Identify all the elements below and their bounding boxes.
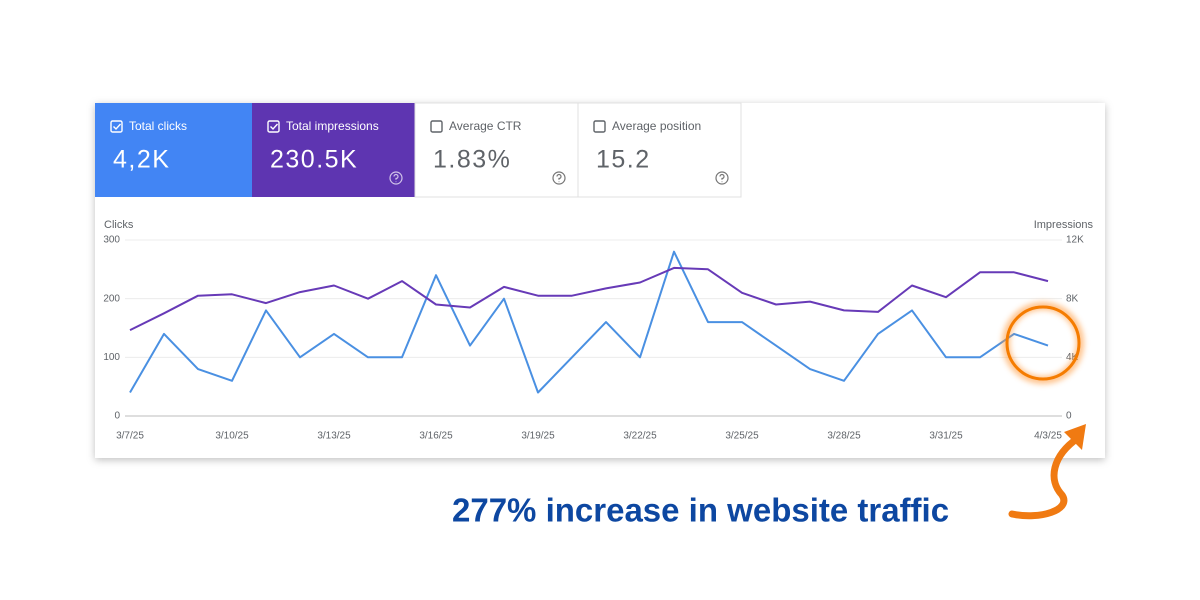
x-tick-label: 3/25/25 [725,431,759,442]
help-icon-mark [719,173,725,183]
y-tick-label: 0 [114,411,120,422]
metric-cards: Total clicks 4,2K Total impressions 230.5K A… [95,102,742,198]
metric-card: Average CTR 1.83% [414,102,579,198]
card-background [577,102,742,198]
metric-label: Total clicks [129,119,187,133]
y2-axis-label: Impressions [1034,219,1094,231]
y2-tick-label: 8K [1066,293,1079,304]
y-tick-label: 200 [103,293,120,304]
x-tick-label: 3/22/25 [623,431,657,442]
card-background [95,103,252,197]
metric-card: Total clicks 4,2K [95,103,252,197]
y-tick-label: 300 [103,235,120,246]
help-icon [715,171,729,185]
x-tick-label: 4/3/25 [1034,431,1062,442]
arrow [1008,424,1086,520]
annotation: 277% increase in website traffic [452,492,949,529]
highlight-circle [1002,302,1084,384]
metric-value: 1.83% [433,146,511,174]
help-icon [389,171,403,185]
metric-card: Total impressions 230.5K [252,103,415,197]
checkbox [430,120,443,133]
metric-label: Average CTR [449,119,522,133]
checkbox [110,120,123,133]
checkmark [270,123,279,131]
checkbox [593,120,606,133]
card-background [414,102,579,198]
help-icon-mark [556,173,562,183]
metric-label: Total impressions [286,119,379,133]
y2-tick-label: 12K [1066,235,1084,246]
checkmark [113,123,122,131]
x-tick-label: 3/19/25 [521,431,555,442]
x-tick-label: 3/28/25 [827,431,861,442]
y2-tick-label: 0 [1066,411,1072,422]
x-tick-label: 3/7/25 [116,431,144,442]
metric-value: 15.2 [596,146,651,174]
checkbox [267,120,280,133]
x-tick-label: 3/10/25 [215,431,249,442]
x-tick-label: 3/13/25 [317,431,351,442]
help-icon-mark [393,173,399,183]
metric-label: Average position [612,119,701,133]
help-icon [552,171,566,185]
metric-value: 4,2K [113,146,170,174]
metric-card: Average position 15.2 [577,102,742,198]
series-line [129,250,1049,394]
card-background [252,103,415,197]
y-tick-label: 100 [103,352,120,363]
y2-tick-label: 4K [1066,352,1079,363]
y-axis-label: Clicks [104,219,134,231]
x-tick-label: 3/31/25 [929,431,963,442]
x-tick-label: 3/16/25 [419,431,453,442]
metric-value: 230.5K [270,146,358,174]
series-line [129,266,1049,331]
chart: Clicks Impressions 0 100 200 300 0 4K 8K 12K 3/7/2… [103,219,1093,442]
